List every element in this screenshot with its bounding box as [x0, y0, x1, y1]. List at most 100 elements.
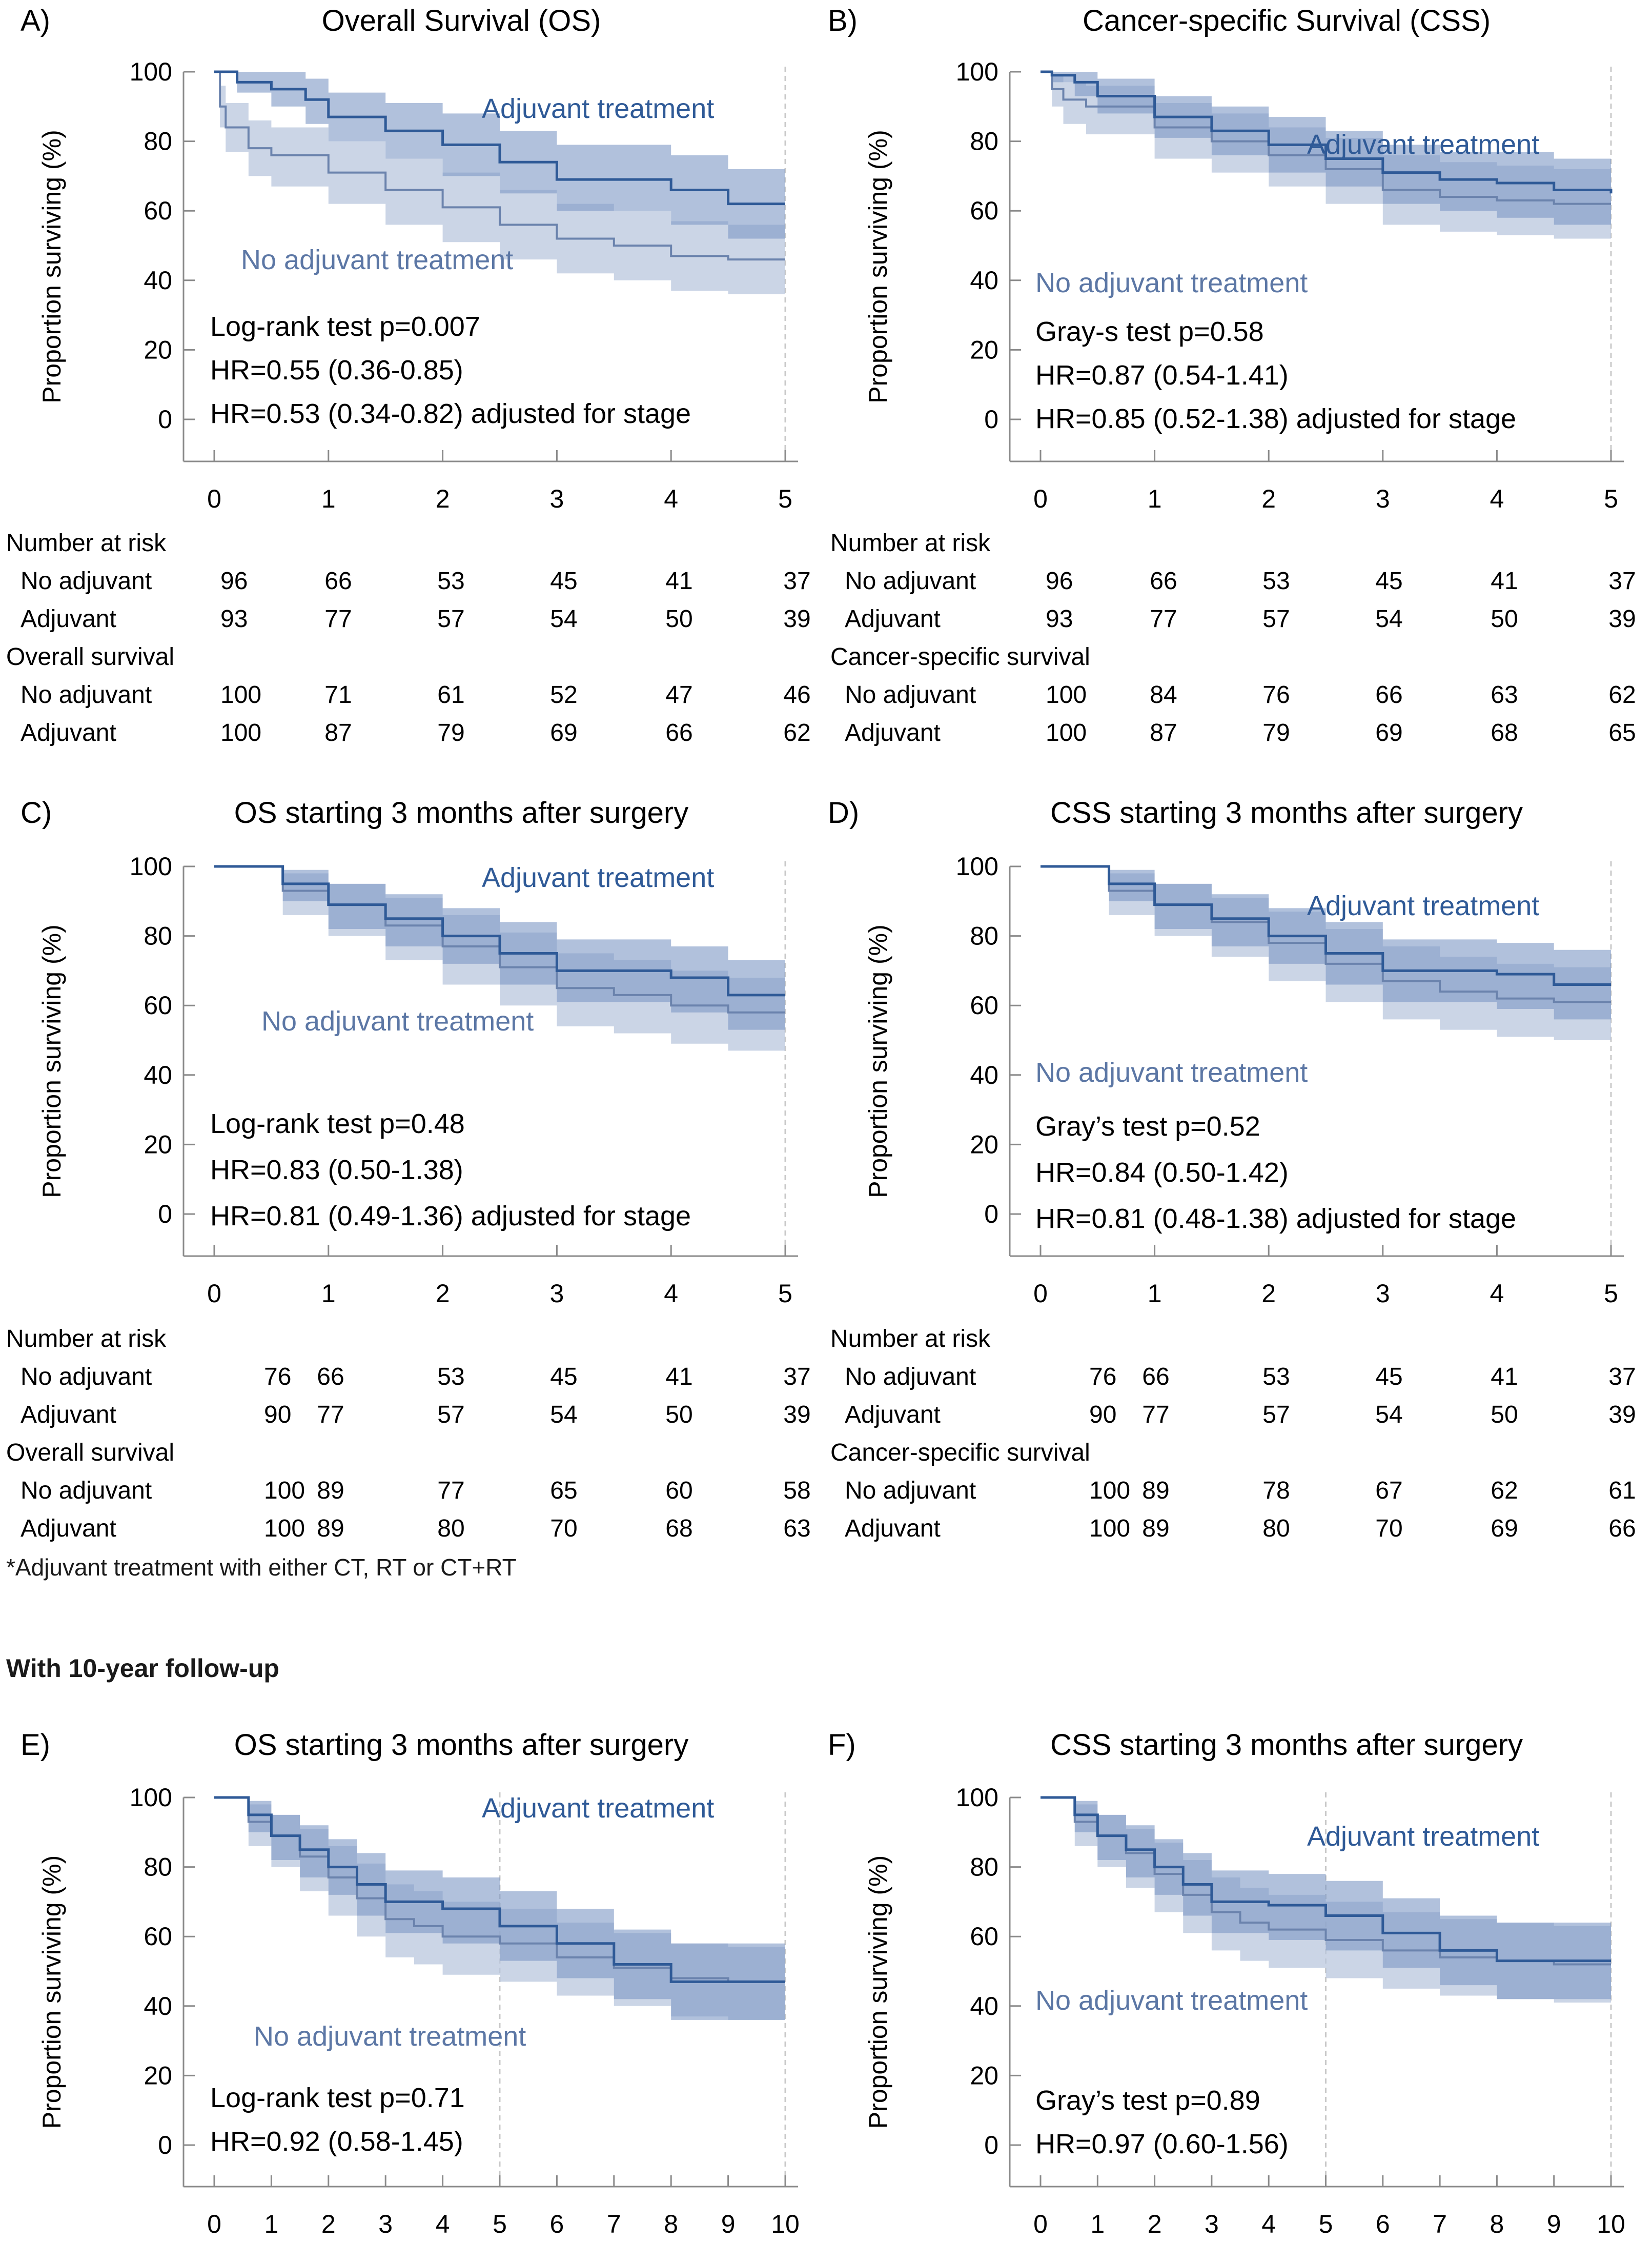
- y-axis-label: Proportion surviving (%): [37, 130, 66, 403]
- y-tick-label: 60: [144, 1922, 172, 1951]
- risk-value: 46: [783, 681, 810, 709]
- x-tick-label: 9: [721, 2210, 736, 2238]
- stat-line: HR=0.55 (0.36-0.85): [210, 355, 463, 386]
- y-tick-label: 80: [144, 1853, 172, 1882]
- risk-row-label: No adjuvant: [845, 1477, 976, 1504]
- risk-value: 100: [1046, 681, 1087, 709]
- x-tick-label: 0: [1033, 2210, 1048, 2238]
- x-tick-label: 5: [1604, 484, 1618, 513]
- risk-value: 54: [550, 605, 577, 633]
- panel-d: D) CSS starting 3 months after surgery100…: [828, 796, 1636, 1542]
- adjuvant-label: Adjuvant treatment: [482, 862, 714, 893]
- risk-value: 63: [1491, 681, 1518, 709]
- x-tick-label: 4: [664, 484, 678, 513]
- no-adjuvant-curve: [1041, 71, 1611, 205]
- risk-heading: Cancer-specific survival: [830, 1439, 1090, 1466]
- risk-value: 39: [783, 1401, 810, 1428]
- y-tick-label: 80: [970, 127, 998, 156]
- risk-value: 41: [1491, 1363, 1518, 1390]
- risk-value: 37: [783, 1363, 810, 1390]
- panel-letter: F): [828, 1728, 856, 1762]
- risk-value: 89: [317, 1477, 344, 1504]
- risk-value: 54: [550, 1401, 577, 1428]
- risk-value: 80: [437, 1515, 464, 1542]
- risk-row-label: Adjuvant: [21, 605, 116, 633]
- risk-heading: Number at risk: [830, 530, 991, 557]
- risk-row-label: Adjuvant: [845, 1401, 941, 1428]
- x-tick-label: 0: [207, 2210, 221, 2238]
- risk-value: 70: [1375, 1515, 1402, 1542]
- risk-value: 65: [550, 1477, 577, 1504]
- panel-b: B) Cancer-specific Survival (CSS)10080604…: [828, 4, 1636, 746]
- y-tick-label: 80: [144, 127, 172, 156]
- y-tick-label: 20: [144, 335, 172, 364]
- risk-value: 66: [1608, 1515, 1636, 1542]
- panel-title: CSS starting 3 months after surgery: [1050, 1728, 1523, 1762]
- risk-heading: Overall survival: [6, 643, 174, 671]
- adjuvant-ci-band: [1041, 1797, 1611, 1999]
- x-tick-label: 1: [321, 1279, 336, 1308]
- adjuvant-label: Adjuvant treatment: [1307, 1821, 1539, 1852]
- risk-value: 66: [1142, 1363, 1169, 1390]
- x-tick-label: 1: [1148, 1279, 1162, 1308]
- risk-row-label: No adjuvant: [845, 568, 976, 595]
- risk-value: 41: [665, 568, 692, 595]
- stat-line: Log-rank test p=0.48: [210, 1108, 465, 1139]
- x-tick-label: 3: [549, 484, 564, 513]
- section-heading: With 10-year follow-up: [6, 1654, 279, 1683]
- y-tick-label: 60: [970, 991, 998, 1020]
- panel-title: Cancer-specific Survival (CSS): [1083, 4, 1491, 37]
- risk-value: 93: [1046, 605, 1073, 633]
- panel-letter: C): [21, 796, 52, 830]
- risk-row-label: Adjuvant: [21, 1515, 116, 1542]
- risk-value: 54: [1375, 1401, 1402, 1428]
- x-tick-label: 6: [1376, 2210, 1390, 2238]
- x-tick-label: 7: [1433, 2210, 1447, 2238]
- risk-value: 62: [1491, 1477, 1518, 1504]
- risk-value: 79: [1262, 719, 1290, 746]
- risk-heading: Overall survival: [6, 1439, 174, 1466]
- risk-heading: Number at risk: [6, 530, 167, 557]
- risk-row-label: Adjuvant: [845, 719, 941, 746]
- x-tick-label: 2: [1261, 484, 1276, 513]
- risk-value: 96: [220, 568, 248, 595]
- risk-value: 100: [1046, 719, 1087, 746]
- y-tick-label: 100: [130, 57, 172, 86]
- risk-value: 53: [1262, 568, 1290, 595]
- no-adjuvant-curve: [214, 71, 785, 261]
- no-adjuvant-label: No adjuvant treatment: [261, 1006, 534, 1037]
- y-tick-label: 40: [970, 1061, 998, 1089]
- y-tick-label: 60: [970, 196, 998, 225]
- risk-value: 89: [1142, 1515, 1169, 1542]
- x-tick-label: 2: [321, 2210, 336, 2238]
- x-tick-label: 5: [778, 1279, 792, 1308]
- x-tick-label: 4: [1490, 484, 1504, 513]
- risk-value: 66: [665, 719, 692, 746]
- risk-value: 100: [1089, 1477, 1130, 1504]
- y-tick-label: 0: [984, 405, 998, 434]
- stat-line: HR=0.81 (0.49-1.36) adjusted for stage: [210, 1201, 691, 1231]
- risk-value: 37: [1608, 568, 1636, 595]
- stat-line: HR=0.97 (0.60-1.56): [1035, 2129, 1289, 2159]
- risk-value: 39: [1608, 1401, 1636, 1428]
- y-tick-label: 40: [970, 266, 998, 295]
- risk-value: 57: [1262, 605, 1290, 633]
- risk-value: 41: [1491, 568, 1518, 595]
- x-tick-label: 3: [1376, 484, 1390, 513]
- risk-value: 37: [783, 568, 810, 595]
- x-tick-label: 4: [664, 1279, 678, 1308]
- x-tick-label: 0: [1033, 1279, 1048, 1308]
- y-tick-label: 40: [144, 266, 172, 295]
- panel-title: Overall Survival (OS): [322, 4, 601, 37]
- risk-value: 57: [1262, 1401, 1290, 1428]
- x-tick-label: 7: [607, 2210, 621, 2238]
- risk-value: 37: [1608, 1363, 1636, 1390]
- adjuvant-curve: [1041, 865, 1611, 986]
- risk-value: 100: [264, 1515, 305, 1542]
- risk-value: 100: [220, 719, 261, 746]
- x-tick-label: 5: [778, 484, 792, 513]
- risk-value: 96: [1046, 568, 1073, 595]
- risk-value: 60: [665, 1477, 692, 1504]
- adjuvant-curve: [214, 70, 785, 206]
- stat-line: HR=0.81 (0.48-1.38) adjusted for stage: [1035, 1203, 1516, 1234]
